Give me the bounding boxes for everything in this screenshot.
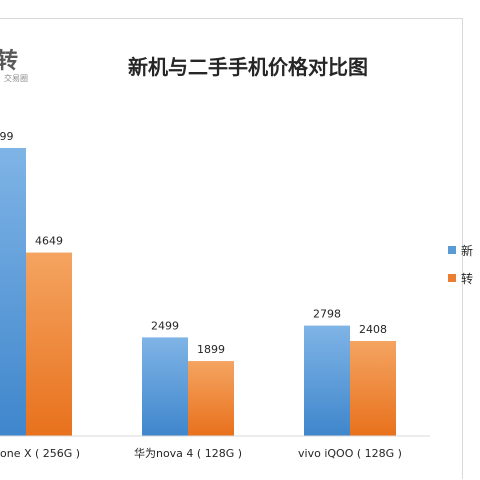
bar-used-2	[350, 340, 396, 436]
category-label-0: one X ( 256G )	[0, 447, 80, 460]
category-label-2: vivo iQOO ( 128G )	[298, 447, 402, 460]
value-label-new-0: 299	[0, 130, 14, 143]
value-label-used-1: 1899	[197, 343, 225, 356]
bar-used-1	[188, 361, 234, 436]
legend-swatch-new	[448, 246, 456, 254]
logo-text: 转	[0, 48, 18, 74]
category-label-1: 华为nova 4 ( 128G )	[134, 446, 242, 460]
value-label-used-2: 2408	[359, 323, 387, 336]
bar-used-0	[26, 252, 72, 436]
value-label-used-0: 4649	[35, 235, 63, 248]
logo-subtitle: 交易圈	[4, 73, 28, 83]
bar-new-2	[304, 325, 350, 436]
chart-title: 新机与二手手机价格对比图	[128, 55, 368, 79]
bar-new-0	[0, 147, 26, 436]
value-label-new-2: 2798	[313, 308, 341, 321]
legend-label-new: 新	[461, 243, 473, 258]
legend-swatch-used	[448, 274, 456, 282]
legend-label-used: 转	[461, 271, 473, 286]
value-label-new-1: 2499	[151, 319, 179, 332]
bar-new-1	[142, 337, 188, 436]
